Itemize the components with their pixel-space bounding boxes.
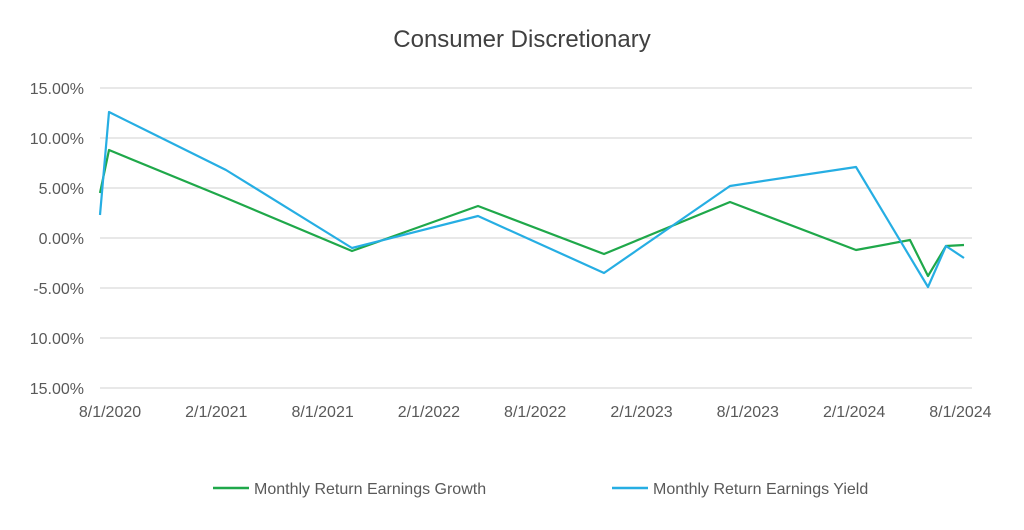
x-tick-label: 8/1/2020	[79, 404, 141, 421]
y-tick-label: -5.00%	[33, 281, 84, 298]
x-tick-label: 8/1/2021	[291, 404, 353, 421]
y-tick-label: 15.00%	[30, 381, 84, 398]
legend-label: Monthly Return Earnings Yield	[653, 481, 868, 498]
series-lines	[98, 110, 965, 289]
x-axis-ticks: 8/1/2020 2/1/2021 8/1/2021 2/1/2022 8/1/2022…	[79, 404, 992, 421]
x-tick-label: 8/1/2023	[717, 404, 779, 421]
series-line-earnings-growth	[98, 148, 965, 278]
y-tick-label: 0.00%	[39, 231, 84, 248]
x-tick-label: 8/1/2024	[929, 404, 991, 421]
x-tick-label: 2/1/2023	[610, 404, 672, 421]
x-tick-label: 2/1/2024	[823, 404, 885, 421]
y-tick-label: 5.00%	[39, 181, 84, 198]
y-tick-label: 15.00%	[30, 81, 84, 98]
legend-label: Monthly Return Earnings Growth	[254, 481, 486, 498]
y-axis-ticks: 15.00% 10.00% 5.00% 0.00% -5.00% 10.00% 15.00%	[30, 81, 84, 398]
y-tick-label: 10.00%	[30, 131, 84, 148]
chart-title: Consumer Discretionary	[393, 26, 650, 53]
legend: Monthly Return Earnings Growth Monthly Re…	[213, 481, 868, 498]
x-tick-label: 8/1/2022	[504, 404, 566, 421]
x-tick-label: 2/1/2022	[398, 404, 460, 421]
series-line-earnings-yield	[98, 110, 965, 289]
y-tick-label: 10.00%	[30, 331, 84, 348]
x-tick-label: 2/1/2021	[185, 404, 247, 421]
gridlines	[100, 87, 972, 389]
